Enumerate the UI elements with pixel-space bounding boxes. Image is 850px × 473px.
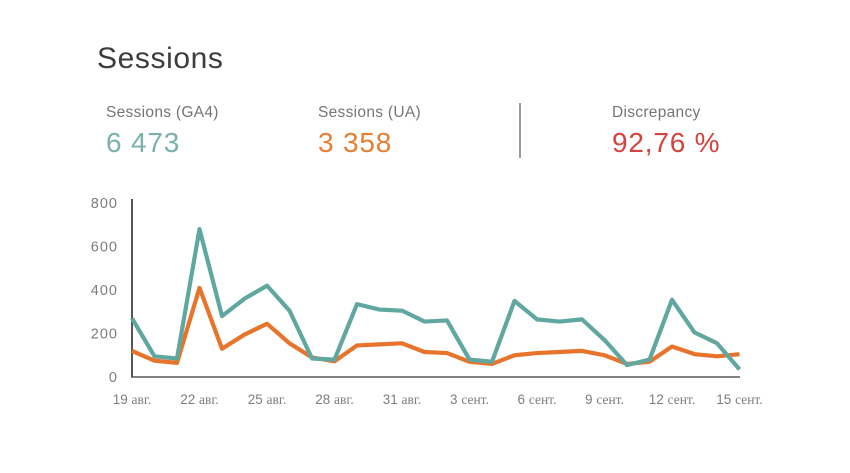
x-axis-tick-label: 3 сент. — [450, 392, 489, 407]
x-axis-tick-label: 22 авг. — [180, 392, 219, 407]
x-axis-tick-label: 12 сент. — [649, 392, 695, 407]
y-axis-tick-label: 400 — [91, 283, 118, 299]
y-axis-tick-label: 800 — [91, 196, 118, 212]
x-axis-tick-label: 15 сент. — [716, 392, 762, 407]
stat-sessions-ga4-label: Sessions (GA4) — [106, 104, 219, 121]
ua-series-line — [131, 285, 740, 367]
stat-sessions-ga4: Sessions (GA4) 6 473 — [106, 104, 219, 159]
vertical-divider — [519, 103, 521, 158]
ga4-series-line — [130, 227, 742, 371]
x-axis-tick-label: 28 авг. — [315, 392, 354, 407]
stat-sessions-ua: Sessions (UA) 3 358 — [318, 104, 421, 159]
y-axis-tick-label: 600 — [91, 240, 118, 256]
stat-discrepancy-label: Discrepancy — [612, 104, 701, 121]
stat-sessions-ua-label: Sessions (UA) — [318, 104, 421, 121]
stat-sessions-ga4-value: 6 473 — [106, 127, 181, 158]
stat-discrepancy: Discrepancy 92,76 % — [612, 104, 720, 159]
x-axis-tick-label: 9 сент. — [585, 392, 624, 407]
x-axis-tick-label: 31 авг. — [383, 392, 422, 407]
x-axis-tick-label: 25 авг. — [248, 392, 287, 407]
page-title: Sessions — [97, 42, 224, 75]
y-axis-tick-label: 0 — [109, 370, 118, 386]
x-axis-tick-label: 19 авг. — [113, 392, 152, 407]
stat-discrepancy-value: 92,76 % — [612, 127, 721, 158]
stat-sessions-ua-value: 3 358 — [318, 127, 393, 158]
y-axis-tick-label: 200 — [91, 327, 118, 343]
x-axis-tick-label: 6 сент. — [518, 392, 557, 407]
